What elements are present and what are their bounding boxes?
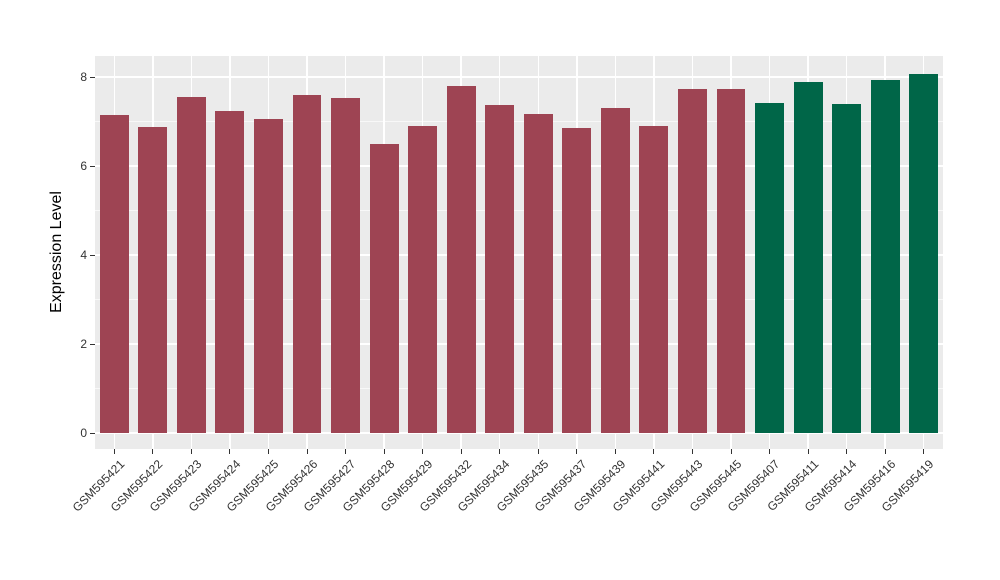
- x-tick-mark-GSM595422: [152, 449, 154, 454]
- bar-GSM595427: [331, 98, 360, 433]
- x-tick-mark-GSM595432: [460, 449, 462, 454]
- y-tick-mark-0: [90, 432, 95, 434]
- x-tick-mark-GSM595439: [614, 449, 616, 454]
- bar-GSM595425: [254, 119, 283, 433]
- major-gridline-y-4: [95, 254, 943, 256]
- y-tick-label-8: 8: [80, 70, 87, 84]
- x-tick-mark-GSM595426: [306, 449, 308, 454]
- x-tick-mark-GSM595425: [267, 449, 269, 454]
- x-tick-mark-GSM595419: [923, 449, 925, 454]
- x-tick-mark-GSM595441: [653, 449, 655, 454]
- major-gridline-y-0: [95, 432, 943, 434]
- minor-gridline-y-3: [95, 299, 943, 300]
- x-tick-mark-GSM595445: [730, 449, 732, 454]
- bar-GSM595424: [215, 110, 245, 433]
- bar-GSM595439: [600, 107, 630, 433]
- bar-GSM595441: [639, 126, 669, 433]
- x-tick-mark-GSM595429: [422, 449, 424, 454]
- x-tick-mark-GSM595416: [884, 449, 886, 454]
- x-tick-mark-GSM595414: [846, 449, 848, 454]
- bar-GSM595445: [716, 89, 746, 433]
- bar-GSM595428: [369, 143, 399, 433]
- x-tick-mark-GSM595435: [537, 449, 539, 454]
- major-gridline-y-8: [95, 76, 943, 78]
- x-tick-mark-GSM595434: [499, 449, 501, 454]
- bar-GSM595432: [446, 86, 476, 433]
- bar-GSM595434: [485, 105, 515, 433]
- y-tick-mark-4: [90, 254, 95, 256]
- x-tick-mark-GSM595428: [383, 449, 385, 454]
- x-tick-mark-GSM595421: [113, 449, 115, 454]
- y-tick-mark-8: [90, 76, 95, 78]
- bar-GSM595437: [562, 127, 592, 433]
- bar-GSM595429: [408, 125, 438, 433]
- y-tick-label-4: 4: [80, 248, 87, 262]
- bar-GSM595423: [176, 96, 206, 433]
- bar-GSM595419: [909, 74, 939, 433]
- minor-gridline-y-7: [95, 121, 943, 122]
- bar-GSM595414: [832, 104, 862, 433]
- x-tick-mark-GSM595407: [769, 449, 771, 454]
- minor-gridline-y-5: [95, 210, 943, 211]
- bar-GSM595435: [523, 114, 553, 433]
- bar-GSM595421: [99, 114, 129, 433]
- major-gridline-y-2: [95, 343, 943, 345]
- plot-panel: [95, 56, 943, 449]
- bar-GSM595416: [870, 80, 900, 433]
- bar-GSM595407: [755, 103, 784, 433]
- bar-GSM595443: [678, 88, 707, 433]
- x-tick-mark-GSM595443: [691, 449, 693, 454]
- bar-GSM595426: [292, 94, 322, 433]
- minor-gridline-y-1: [95, 388, 943, 389]
- x-tick-mark-GSM595437: [576, 449, 578, 454]
- y-tick-label-6: 6: [80, 159, 87, 173]
- y-tick-label-2: 2: [80, 337, 87, 351]
- major-gridline-y-6: [95, 165, 943, 167]
- y-tick-mark-2: [90, 343, 95, 345]
- x-tick-mark-GSM595427: [345, 449, 347, 454]
- x-tick-mark-GSM595423: [190, 449, 192, 454]
- bar-GSM595411: [793, 82, 823, 433]
- x-tick-mark-GSM595411: [807, 449, 809, 454]
- bar-GSM595422: [138, 127, 168, 433]
- y-tick-mark-6: [90, 165, 95, 167]
- y-tick-label-0: 0: [80, 426, 87, 440]
- x-tick-mark-GSM595424: [229, 449, 231, 454]
